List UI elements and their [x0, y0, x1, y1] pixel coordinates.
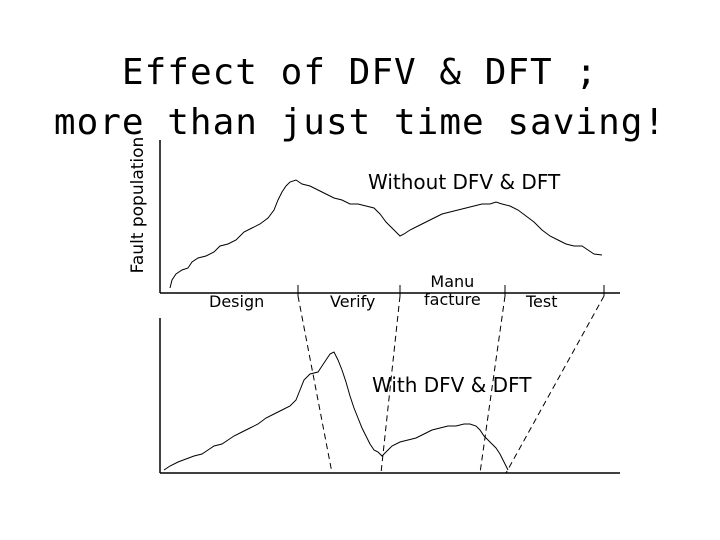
phase-label-manufacture: Manu facture	[424, 273, 481, 309]
mapping-line-design	[297, 295, 333, 474]
curve-with-dfv-dft	[163, 351, 509, 471]
title-line-1: Effect of DFV & DFT ;	[121, 52, 599, 93]
phase-label-test: Test	[526, 292, 558, 311]
mapping-line-test	[505, 295, 605, 474]
curve-without-dfv-dft	[169, 179, 603, 289]
phase-label-manufacture-line1: Manu	[430, 272, 475, 291]
annotation-with: With DFV & DFT	[372, 373, 532, 397]
phase-label-design: Design	[209, 292, 265, 311]
annotation-without: Without DFV & DFT	[368, 170, 561, 194]
title-line-2: more than just time saving!	[53, 102, 667, 143]
phase-label-verify: Verify	[330, 292, 376, 311]
phase-label-manufacture-line2: facture	[424, 290, 481, 309]
phase-mapping-lines	[297, 295, 605, 474]
